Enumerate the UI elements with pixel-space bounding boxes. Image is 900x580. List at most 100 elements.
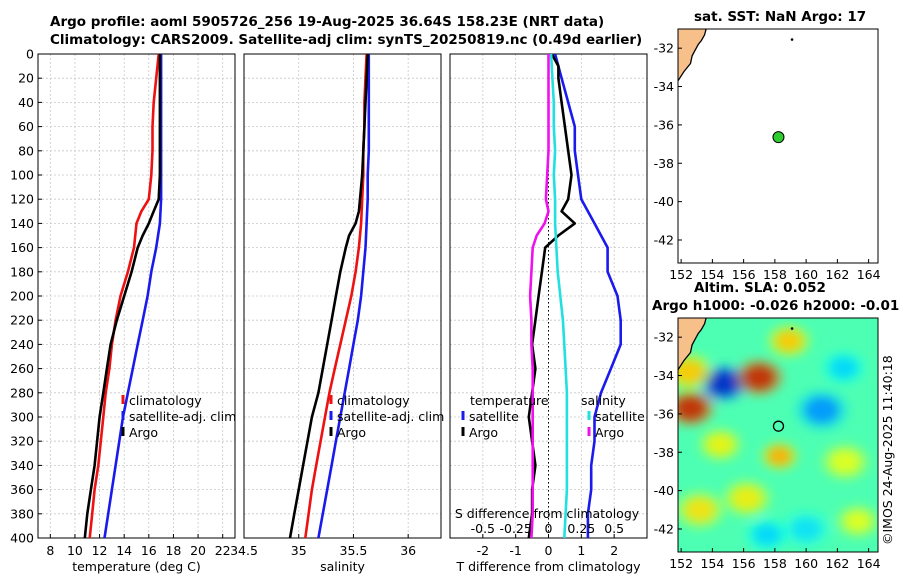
diff-line-s-argo-clim	[528, 54, 550, 539]
sla-feature-halo	[722, 480, 771, 517]
temp-xtick-label: 12	[92, 543, 108, 558]
map2-coastline	[677, 317, 707, 371]
map2-island	[790, 327, 794, 330]
temp-ytick-label: 400	[10, 531, 34, 546]
temp-ytick-label: 320	[10, 434, 34, 449]
sla-feature-halo	[795, 389, 849, 431]
diff-legend-sal-title: salinity	[581, 393, 626, 408]
map1-xtick-label: 164	[857, 267, 881, 282]
map1-ytick-label: -36	[654, 117, 674, 132]
map2-xtick-label: 162	[825, 556, 849, 571]
sla-feature-halo	[782, 510, 831, 548]
temp-ytick-label: 360	[10, 482, 34, 497]
temp-xtick-label: 10	[67, 543, 83, 558]
temp-line-climatology	[88, 53, 160, 539]
map1-island	[790, 38, 794, 41]
temp-ytick-label: 160	[10, 240, 34, 255]
map1-xtick-label: 152	[669, 267, 693, 282]
diff-xtick-label: -1	[509, 543, 521, 558]
diff-xtick-label: 0	[545, 543, 553, 558]
map1-xtick-label: 160	[794, 267, 818, 282]
map1-ytick-label: -38	[654, 156, 674, 171]
map1-xtick-label: 154	[700, 267, 724, 282]
temp-ytick-label: 340	[10, 458, 34, 473]
temp-ytick-label: 100	[10, 168, 34, 183]
temp-ytick-label: 180	[10, 264, 34, 279]
temp-ytick-label: 60	[18, 119, 34, 134]
map1-coastline	[677, 28, 707, 82]
temp-ytick-label: 220	[10, 313, 34, 328]
diff-s-tick-label: 0.5	[604, 521, 624, 536]
temp-ytick-label: 200	[10, 289, 34, 304]
sal-xtick-label: 34.5	[230, 543, 258, 558]
temp-ytick-label: 0	[26, 47, 34, 62]
diff-s-tick-label: 0.25	[567, 521, 595, 536]
figure-title-line2: Climatology: CARS2009. Satellite-adj cli…	[50, 32, 643, 48]
temp-ytick-label: 380	[10, 506, 34, 521]
sla-field	[678, 318, 878, 552]
sla-feature-halo	[745, 518, 789, 551]
temp-ytick-label: 300	[10, 410, 34, 425]
sal-xlabel: salinity	[320, 559, 365, 574]
map-bottom-title-2: Argo h1000: -0.026 h2000: -0.019	[652, 298, 900, 314]
map2-ytick-label: -38	[654, 445, 674, 460]
temp-ytick-label: 20	[18, 71, 34, 86]
diff-xtick-label: 2	[610, 543, 618, 558]
sal-legend-label: climatology	[337, 393, 410, 408]
map2-xtick-label: 156	[732, 556, 756, 571]
diff-xlabel: T difference from climatology	[455, 559, 641, 574]
sla-feature-halo	[836, 505, 878, 538]
sla-feature-halo	[678, 353, 713, 390]
credit-text: ©IMOS 24-Aug-2025 11:40:18	[880, 355, 895, 545]
diff-s-tick-label: 0	[545, 521, 553, 536]
map2-xtick-label: 158	[763, 556, 787, 571]
temp-xtick-label: 8	[46, 543, 54, 558]
map1-ytick-label: -40	[654, 194, 674, 209]
temp-xtick-label: 14	[116, 543, 132, 558]
map1-ytick-label: -32	[654, 41, 674, 56]
diff-s-axis-label: S difference from climatology	[455, 506, 640, 521]
diff-xtick-label: 1	[577, 543, 585, 558]
map1-xtick-label: 162	[825, 267, 849, 282]
diff-xtick-label: -2	[477, 543, 489, 558]
sla-feature-halo	[760, 441, 799, 471]
diff-temp-legend-label: satellite	[469, 409, 519, 424]
temp-ytick-label: 80	[18, 143, 34, 158]
temp-xtick-label: 18	[165, 543, 181, 558]
diff-legend-temp-title: temperature	[470, 393, 549, 408]
sla-feature-halo	[698, 428, 742, 461]
sla-feature-halo	[678, 389, 715, 427]
map2-ytick-label: -40	[654, 483, 674, 498]
diff-line-s-satellite-clim	[549, 53, 569, 539]
temp-line-argo	[83, 54, 162, 539]
map1-xtick-label: 158	[763, 267, 787, 282]
temp-ytick-label: 260	[10, 361, 34, 376]
map1-frame	[677, 28, 879, 264]
map2-xtick-label: 152	[669, 556, 693, 571]
temp-ytick-label: 40	[18, 95, 34, 110]
sla-features	[678, 324, 878, 551]
temp-ytick-label: 240	[10, 337, 34, 352]
sal-line-satellite-adj-clim	[317, 54, 371, 539]
temp-xtick-label: 22	[215, 543, 231, 558]
map-top-title: sat. SST: NaN Argo: 17	[694, 9, 867, 25]
temp-ytick-label: 140	[10, 216, 34, 231]
temp-legend-label: climatology	[129, 393, 202, 408]
sla-feature-halo	[821, 443, 870, 481]
temp-legend-label: Argo	[129, 425, 158, 440]
diff-s-tick-label: -0.5	[471, 521, 495, 536]
sal-frame	[243, 53, 442, 539]
diff-temp-legend-label: Argo	[469, 425, 498, 440]
sal-line-argo	[288, 53, 369, 539]
map1-ytick-label: -34	[654, 79, 674, 94]
sla-feature-halo	[678, 491, 724, 529]
temp-xlabel: temperature (deg C)	[72, 559, 201, 574]
diff-sal-legend-label: Argo	[595, 425, 624, 440]
sla-feature-halo	[767, 324, 811, 358]
sal-xtick-label: 35.5	[340, 543, 368, 558]
diff-line-t-satellite-clim	[553, 53, 623, 538]
temp-legend-label: satellite-adj. clim	[129, 409, 236, 424]
temp-ytick-label: 120	[10, 192, 34, 207]
map2-frame	[677, 317, 879, 553]
